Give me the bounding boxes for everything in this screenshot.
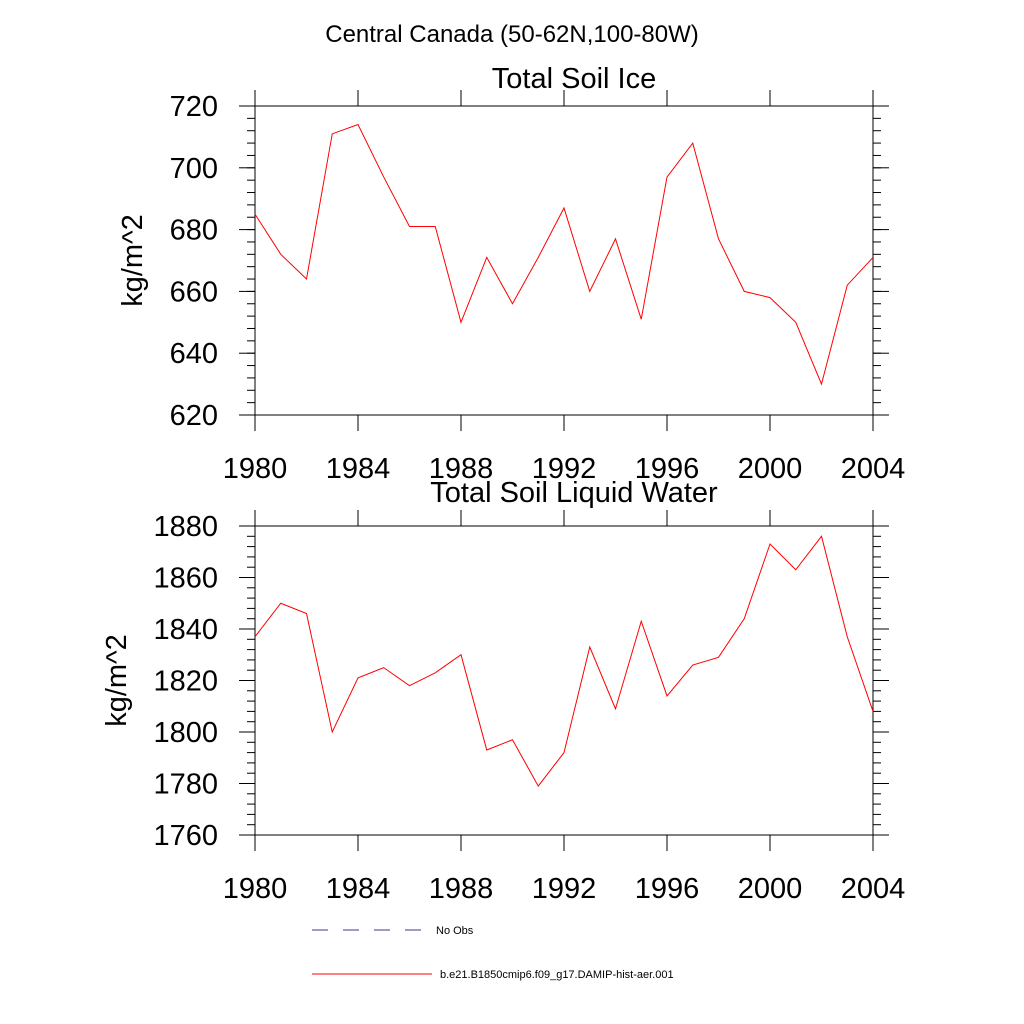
x-tick-label: 2000 bbox=[738, 453, 803, 485]
y-tick-label: 1800 bbox=[153, 717, 218, 749]
y-tick-label: 660 bbox=[170, 276, 218, 308]
y-tick-label: 680 bbox=[170, 215, 218, 247]
legend: No Obs b.e21.B1850cmip6.f09_g17.DAMIP-hi… bbox=[312, 925, 674, 981]
x-tick-label: 1992 bbox=[532, 453, 597, 485]
series-line-1 bbox=[254, 535, 874, 787]
x-tick-label: 1996 bbox=[635, 873, 700, 905]
y-tick-label: 1840 bbox=[153, 614, 218, 646]
y-axis-label: kg/m^2 bbox=[101, 634, 133, 727]
x-tick-label: 1980 bbox=[223, 873, 288, 905]
y-tick-label: 1820 bbox=[153, 666, 218, 698]
y-tick-label: 700 bbox=[170, 153, 218, 185]
legend-label-no-obs: No Obs bbox=[436, 925, 474, 937]
y-tick-label: 1760 bbox=[153, 820, 218, 852]
x-tick-label: 1988 bbox=[429, 453, 494, 485]
chart-title: Total Soil Ice bbox=[492, 63, 656, 95]
x-tick-label: 1996 bbox=[635, 453, 700, 485]
figure-title: Central Canada (50-62N,100-80W) bbox=[325, 21, 699, 48]
x-tick-label: 1988 bbox=[429, 873, 494, 905]
chart-title: Total Soil Liquid Water bbox=[430, 477, 718, 509]
y-tick-label: 620 bbox=[170, 400, 218, 432]
y-tick-label: 720 bbox=[170, 91, 218, 123]
plot-frame bbox=[254, 525, 874, 836]
plot-frame bbox=[254, 105, 874, 416]
x-tick-label: 1980 bbox=[223, 453, 288, 485]
x-tick-label: 1984 bbox=[326, 873, 391, 905]
series-line-1 bbox=[254, 123, 874, 386]
y-tick-label: 1780 bbox=[153, 769, 218, 801]
x-tick-label: 1984 bbox=[326, 453, 391, 485]
x-tick-label: 2004 bbox=[841, 453, 906, 485]
y-tick-label: 1860 bbox=[153, 563, 218, 595]
y-tick-label: 640 bbox=[170, 338, 218, 370]
chart-panel-1: 620 640 660 680 700 720 1980 1984 1988 1992 1996 20… bbox=[117, 63, 905, 485]
legend-label-model: b.e21.B1850cmip6.f09_g17.DAMIP-hist-aer.… bbox=[440, 969, 674, 981]
y-tick-label: 1880 bbox=[153, 511, 218, 543]
x-tick-label: 1992 bbox=[532, 873, 597, 905]
chart-panel-2: 1760 1780 1800 1820 1840 1860 1880 1980 1984 1988… bbox=[101, 477, 905, 905]
x-tick-label: 2000 bbox=[738, 873, 803, 905]
x-tick-label: 2004 bbox=[841, 873, 906, 905]
y-axis-label: kg/m^2 bbox=[117, 214, 149, 307]
